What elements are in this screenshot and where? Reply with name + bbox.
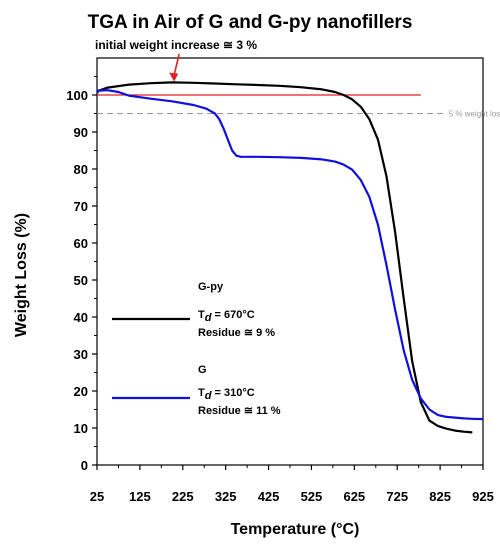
x-tick-label: 425 bbox=[258, 489, 280, 504]
series-line-g-py bbox=[96, 81, 473, 434]
x-tick-label: 725 bbox=[386, 489, 408, 504]
x-tick-label: 325 bbox=[215, 489, 237, 504]
chart-title: TGA in Air of G and G-py nanofillers bbox=[88, 12, 413, 33]
y-tick-label: 60 bbox=[74, 236, 88, 251]
y-tick-label: 50 bbox=[74, 273, 88, 288]
y-tick-label: 100 bbox=[66, 88, 88, 103]
x-tick-label: 25 bbox=[90, 489, 104, 504]
legend-name-g: G bbox=[198, 364, 207, 376]
y-tick-label: 90 bbox=[74, 125, 88, 140]
annotations: initial weight increase ≅ 3 % bbox=[95, 38, 257, 82]
reference-line-label: 5 % weight loss bbox=[449, 110, 500, 119]
legend-td-g: Td = 310°C bbox=[198, 387, 255, 402]
legend: G-py Td = 670°C Residue ≅ 9 % G Td = 310°C Re… bbox=[112, 281, 281, 417]
series-line-g bbox=[96, 89, 484, 421]
legend-residue-g: Residue ≅ 11 % bbox=[198, 405, 281, 417]
reference-lines: 5 % weight loss bbox=[97, 94, 500, 119]
y-tick-label: 80 bbox=[74, 162, 88, 177]
legend-name-g-py: G-py bbox=[198, 281, 224, 293]
x-tick-label: 125 bbox=[129, 489, 151, 504]
x-tick-label: 625 bbox=[343, 489, 365, 504]
legend-td-g-py: Td = 670°C bbox=[198, 309, 255, 324]
annotation-text: initial weight increase ≅ 3 % bbox=[95, 38, 257, 52]
y-tick-label: 0 bbox=[81, 458, 88, 473]
x-axis-title: Temperature (°C) bbox=[231, 521, 360, 538]
annotation-arrow-head bbox=[169, 72, 179, 82]
annotation-arrow-shaft bbox=[173, 53, 180, 75]
axes: 0 10 20 30 40 50 60 70 80 90 100 25 125 225 325 425 525 6… bbox=[66, 57, 494, 504]
y-tick-label: 70 bbox=[74, 199, 88, 214]
y-axis-title: Weight Loss (%) bbox=[13, 213, 30, 337]
x-tick-label: 225 bbox=[172, 489, 194, 504]
x-tick-label: 925 bbox=[472, 489, 494, 504]
data-series bbox=[96, 81, 484, 434]
x-tick-label: 825 bbox=[429, 489, 451, 504]
x-tick-label: 525 bbox=[301, 489, 323, 504]
y-tick-label: 20 bbox=[74, 384, 88, 399]
y-tick-label: 30 bbox=[74, 347, 88, 362]
y-tick-label: 10 bbox=[74, 421, 88, 436]
legend-residue-g-py: Residue ≅ 9 % bbox=[198, 327, 275, 339]
y-tick-label: 40 bbox=[74, 310, 88, 325]
